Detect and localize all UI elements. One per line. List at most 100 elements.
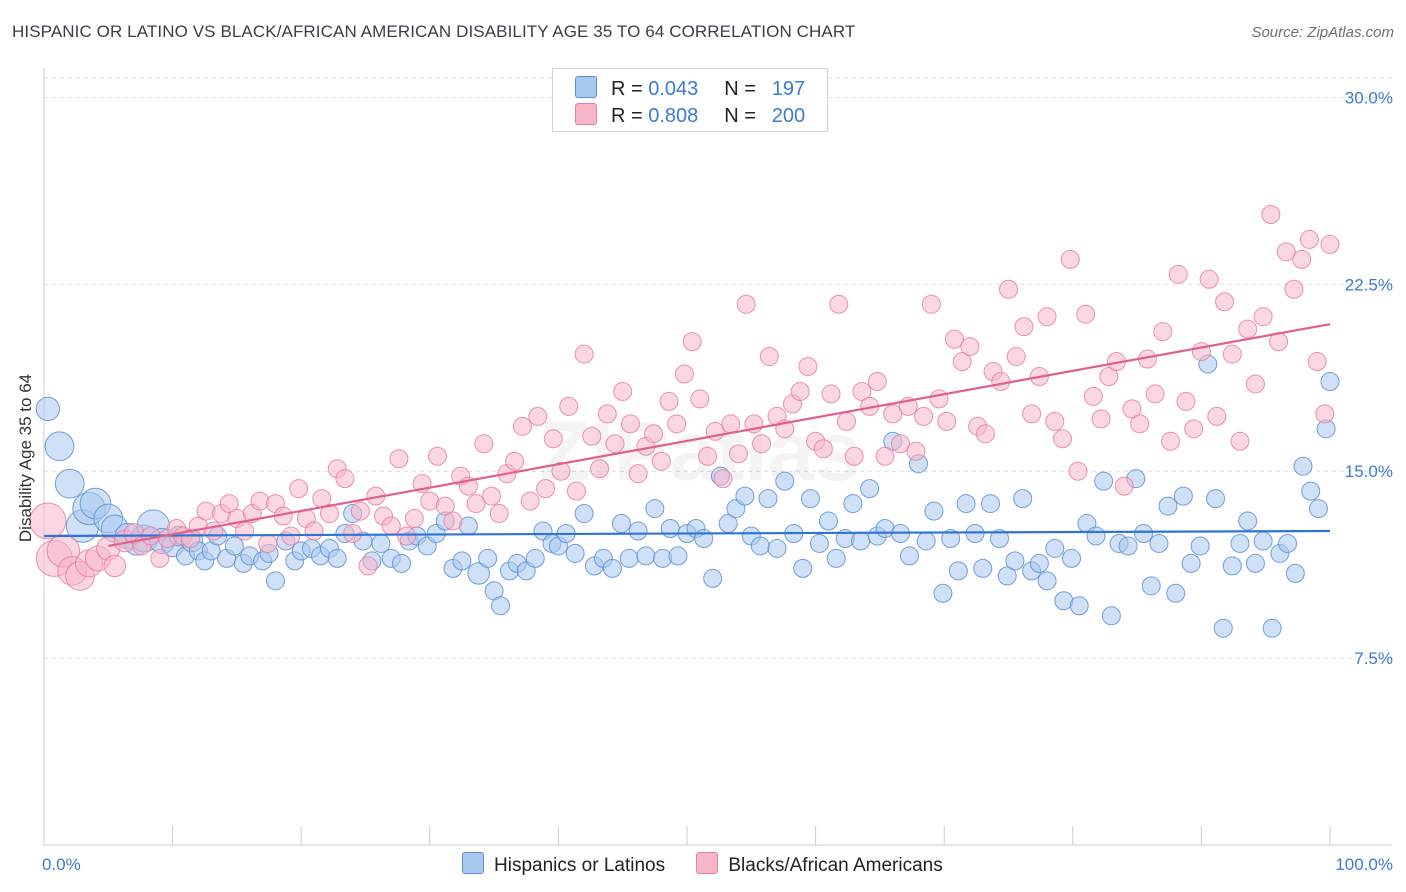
hispanics-point (1141, 576, 1161, 596)
blacks-point (674, 364, 694, 384)
blacks-point (667, 414, 687, 434)
blacks-point (906, 441, 926, 461)
blacks-point (1261, 205, 1281, 225)
blacks-point (1168, 264, 1188, 284)
blacks-point (728, 444, 748, 464)
blacks-point (1145, 384, 1165, 404)
hispanics-point (54, 468, 85, 499)
hispanics-point (1029, 553, 1049, 573)
y-tick-label: 30.0% (1345, 88, 1393, 107)
blacks-point (1299, 229, 1319, 249)
blacks-point (798, 357, 818, 377)
y-tick-label: 15.0% (1345, 462, 1393, 481)
hispanics-point (602, 558, 622, 578)
blacks-point (844, 446, 864, 466)
blacks-point (29, 502, 67, 540)
blacks-point (1083, 386, 1103, 406)
blacks-point (651, 451, 671, 471)
hispanics-point (478, 548, 498, 568)
hispanics-point (997, 566, 1017, 586)
hispanics-point (980, 494, 1000, 514)
blacks-point (1230, 431, 1250, 451)
blacks-point (1199, 269, 1219, 289)
blacks-point (1014, 317, 1034, 337)
blacks-trend-line (108, 323, 1331, 548)
blacks-point (813, 439, 833, 459)
blacks-point (821, 384, 841, 404)
series-blacks-points (29, 205, 1340, 591)
blacks-point (536, 479, 556, 499)
blacks-point (335, 469, 355, 489)
blacks-point (1122, 399, 1142, 419)
blacks-point (528, 406, 548, 426)
blacks-point (489, 504, 509, 524)
legend-n-value: 197 (771, 78, 806, 100)
blacks-point (520, 491, 540, 511)
y-axis-label: Disability Age 35 to 64 (16, 374, 35, 542)
hispanics-point (956, 494, 976, 514)
hispanics-point (224, 536, 244, 556)
hispanics-point (989, 528, 1009, 548)
bottom-legend-hispanics: Hispanics or Latinos (462, 852, 665, 877)
legend-row-blacks: R = 0.808 N = 200 (575, 103, 805, 127)
blacks-point (960, 337, 980, 357)
x-tick-label: 0.0% (42, 855, 81, 874)
blacks-point (721, 414, 741, 434)
hispanics-point (1149, 533, 1169, 553)
hispanics-point (1094, 471, 1114, 491)
trend-lines (43, 323, 1331, 548)
blacks-point (1076, 304, 1096, 324)
hispanics-point (1037, 571, 1057, 591)
hispanics-point (1301, 481, 1321, 501)
hispanics-point (636, 546, 656, 566)
blacks-point (937, 411, 957, 431)
bottom-legend-blacks: Blacks/African Americans (696, 852, 943, 877)
hispanics-point (694, 528, 714, 548)
blacks-point (319, 504, 339, 524)
legend-row-hispanics: R = 0.043 N = 197 (575, 76, 805, 100)
blacks-point (1099, 366, 1119, 386)
hispanics-point (1181, 553, 1201, 573)
blacks-point (713, 469, 733, 489)
blacks-point (752, 434, 772, 454)
blacks-point (1060, 249, 1080, 269)
bottom-legend-swatch-hispanics (462, 852, 484, 874)
legend-n-label: N = (724, 105, 756, 127)
bottom-legend: Hispanics or Latinos Blacks/African Amer… (462, 852, 969, 877)
legend-n-label: N = (724, 78, 756, 100)
blacks-point (991, 371, 1011, 391)
hispanics-point (392, 553, 412, 573)
hispanics-point (1245, 553, 1265, 573)
blacks-point (975, 424, 995, 444)
hispanics-point (265, 571, 285, 591)
hispanics-trend-line (43, 529, 1331, 538)
tick-labels: 7.5% 15.0% 22.5% 30.0% 0.0% 100.0% (42, 88, 1393, 874)
hispanics-point (491, 596, 511, 616)
blacks-point (1320, 234, 1340, 254)
hispanics-point (1285, 563, 1305, 583)
hispanics-point (565, 543, 585, 563)
hispanics-point (1213, 618, 1233, 638)
blacks-point (690, 389, 710, 409)
hispanics-point (525, 548, 545, 568)
blacks-point (1215, 292, 1235, 312)
hispanics-point (924, 501, 944, 521)
blacks-point (890, 434, 910, 454)
blacks-point (999, 279, 1018, 299)
blacks-point (1022, 404, 1042, 424)
blacks-point (1253, 307, 1273, 327)
blacks-point (559, 396, 579, 416)
blacks-point (404, 509, 424, 529)
hispanics-point (574, 504, 594, 524)
blacks-point (397, 526, 417, 546)
blacks-point (389, 449, 409, 469)
blacks-point (350, 501, 370, 521)
blacks-point (1068, 461, 1088, 481)
hispanics-point (1101, 606, 1121, 626)
blacks-point (574, 344, 594, 364)
hispanics-point (1320, 371, 1340, 391)
blacks-point (1238, 319, 1258, 339)
hispanics-point (1206, 489, 1226, 509)
hispanics-point (1222, 556, 1242, 576)
hispanics-point (1230, 533, 1250, 553)
